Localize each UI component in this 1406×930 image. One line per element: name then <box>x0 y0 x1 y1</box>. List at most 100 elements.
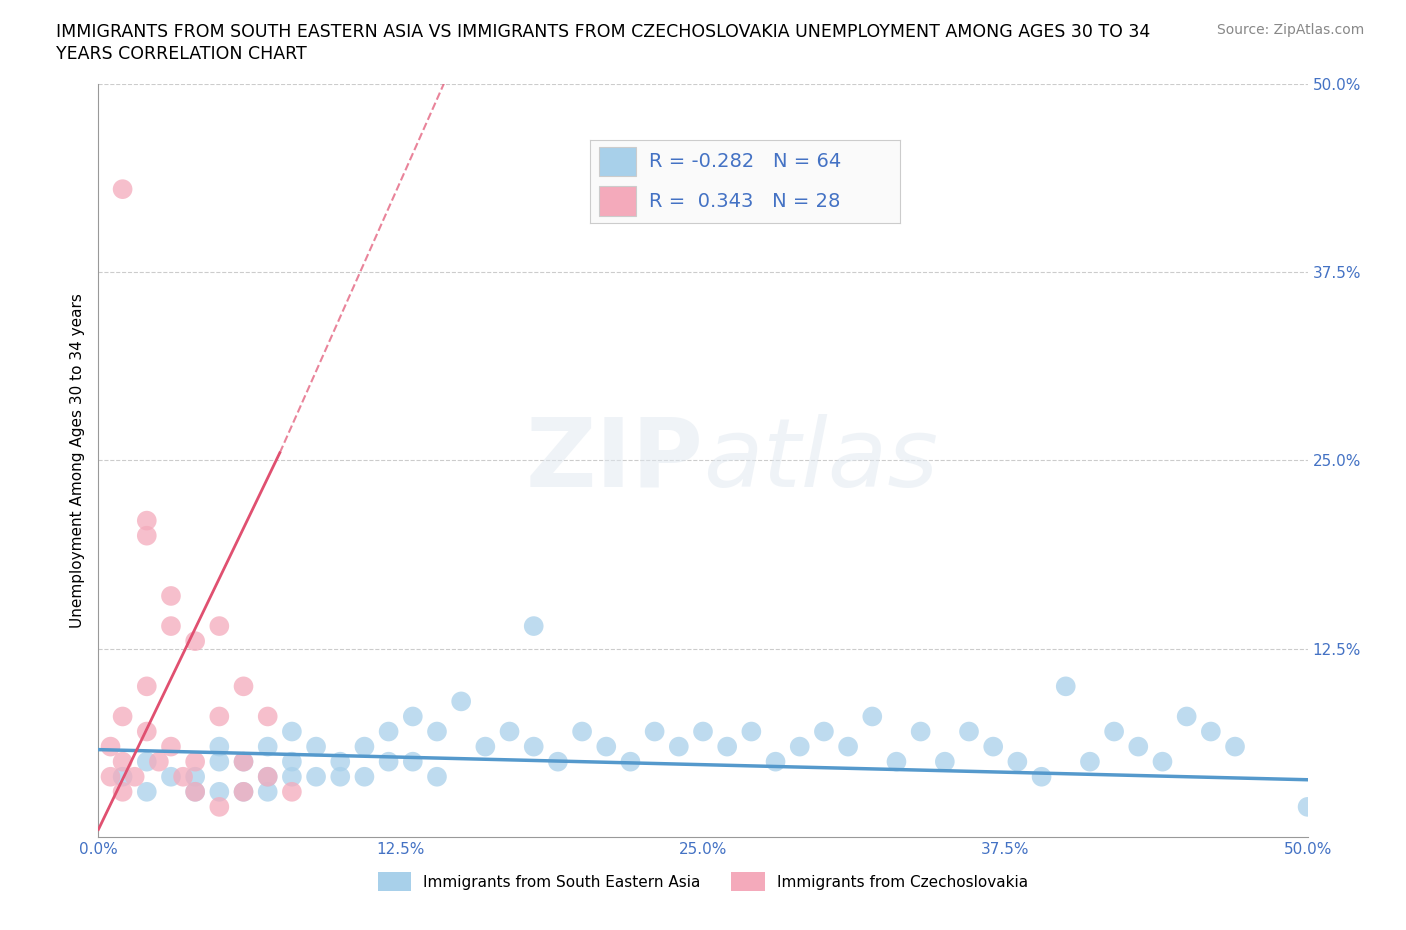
Text: atlas: atlas <box>703 414 938 507</box>
Point <box>1152 754 1174 769</box>
Point <box>111 181 134 196</box>
Point <box>1175 709 1198 724</box>
Point <box>256 769 278 784</box>
Point <box>910 724 932 739</box>
Point <box>1223 739 1246 754</box>
Text: R =  0.343   N = 28: R = 0.343 N = 28 <box>648 192 841 211</box>
Point <box>329 754 352 769</box>
Point <box>353 769 375 784</box>
Point <box>208 618 231 633</box>
Point <box>377 754 399 769</box>
Point <box>595 739 617 754</box>
Legend: Immigrants from South Eastern Asia, Immigrants from Czechoslovakia: Immigrants from South Eastern Asia, Immi… <box>371 867 1035 897</box>
Point <box>498 724 520 739</box>
Point <box>256 709 278 724</box>
Point <box>740 724 762 739</box>
Point <box>135 754 157 769</box>
Point <box>232 754 254 769</box>
Point <box>208 784 231 799</box>
Point <box>135 513 157 528</box>
Point <box>523 739 546 754</box>
Text: ZIP: ZIP <box>524 414 703 507</box>
Point <box>474 739 496 754</box>
Point <box>111 769 134 784</box>
Point <box>1007 754 1029 769</box>
Point <box>281 769 304 784</box>
Point <box>860 709 883 724</box>
Text: R = -0.282   N = 64: R = -0.282 N = 64 <box>648 153 841 171</box>
Point <box>813 724 835 739</box>
Point <box>111 784 134 799</box>
Point <box>111 709 134 724</box>
Point <box>135 784 157 799</box>
Point <box>644 724 666 739</box>
Point <box>100 739 122 754</box>
Point <box>184 633 207 648</box>
Point <box>1199 724 1222 739</box>
Point <box>172 769 194 784</box>
Point <box>111 754 134 769</box>
Point <box>160 618 183 633</box>
Point <box>402 709 425 724</box>
Point <box>886 754 908 769</box>
Text: IMMIGRANTS FROM SOUTH EASTERN ASIA VS IMMIGRANTS FROM CZECHOSLOVAKIA UNEMPLOYMEN: IMMIGRANTS FROM SOUTH EASTERN ASIA VS IM… <box>56 23 1150 41</box>
Point <box>353 739 375 754</box>
Point <box>305 769 328 784</box>
Point <box>1128 739 1150 754</box>
Point <box>135 528 157 543</box>
Point <box>547 754 569 769</box>
Point <box>765 754 787 769</box>
FancyBboxPatch shape <box>599 147 637 177</box>
Point <box>160 769 183 784</box>
Point <box>329 769 352 784</box>
Point <box>402 754 425 769</box>
FancyBboxPatch shape <box>599 186 637 216</box>
Point <box>232 754 254 769</box>
Point <box>281 724 304 739</box>
Point <box>281 784 304 799</box>
Point <box>184 784 207 799</box>
Point <box>1054 679 1077 694</box>
Point <box>281 754 304 769</box>
Point <box>135 679 157 694</box>
Point <box>619 754 641 769</box>
Point <box>1031 769 1053 784</box>
Point <box>1296 800 1319 815</box>
Point <box>135 724 157 739</box>
Y-axis label: Unemployment Among Ages 30 to 34 years: Unemployment Among Ages 30 to 34 years <box>70 293 86 628</box>
Point <box>305 739 328 754</box>
Point <box>789 739 811 754</box>
Point <box>232 784 254 799</box>
Point <box>1102 724 1125 739</box>
Point <box>692 724 714 739</box>
Point <box>184 769 207 784</box>
Point <box>256 784 278 799</box>
Point <box>450 694 472 709</box>
Point <box>716 739 738 754</box>
Point <box>377 724 399 739</box>
Point <box>934 754 956 769</box>
Point <box>184 784 207 799</box>
Point <box>160 589 183 604</box>
Point <box>100 769 122 784</box>
Point <box>426 724 449 739</box>
Text: YEARS CORRELATION CHART: YEARS CORRELATION CHART <box>56 45 307 62</box>
Point <box>208 800 231 815</box>
Point <box>1078 754 1101 769</box>
Point <box>668 739 690 754</box>
Point <box>837 739 859 754</box>
Point <box>571 724 593 739</box>
Point <box>957 724 980 739</box>
Point <box>208 754 231 769</box>
Point <box>184 754 207 769</box>
Point <box>256 769 278 784</box>
Point <box>232 679 254 694</box>
Text: Source: ZipAtlas.com: Source: ZipAtlas.com <box>1216 23 1364 37</box>
Point <box>232 784 254 799</box>
Point <box>160 739 183 754</box>
Point <box>148 754 170 769</box>
Point <box>208 739 231 754</box>
Point <box>208 709 231 724</box>
Point <box>256 739 278 754</box>
Point <box>523 618 546 633</box>
